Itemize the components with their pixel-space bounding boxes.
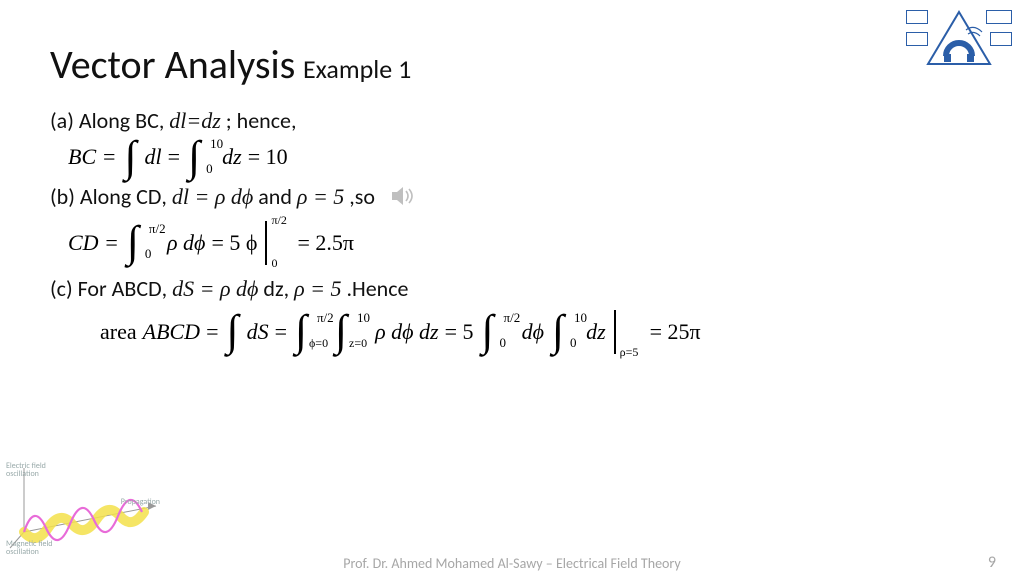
math-inline: dl=dz	[169, 108, 221, 133]
eq-body: dz	[222, 144, 242, 170]
logo-box-icon	[990, 32, 1012, 46]
text: and	[253, 183, 297, 210]
integral-icon: ∫ π/2 0	[482, 316, 494, 347]
text: ,	[161, 183, 171, 210]
eq-body: dϕ	[522, 319, 544, 345]
integral-icon: ∫ 10 z=0	[335, 316, 347, 347]
integral-icon: ∫ 10 0	[552, 316, 564, 347]
integral-icon: ∫	[227, 316, 239, 347]
logo-triangle	[904, 4, 1014, 68]
text: .Hence	[342, 275, 409, 302]
title-row: Vector Analysis Example 1	[50, 40, 974, 89]
eval-bar-icon: ρ=5	[614, 310, 616, 354]
equation-b: CD = ∫ π/2 0 ρ dϕ = 5 ϕ π/2 0 = 2.5π	[68, 221, 974, 265]
int-lower: 0	[145, 246, 152, 262]
bar-lower: 0	[271, 256, 277, 271]
eq-rhs: = 25π	[650, 319, 701, 345]
text: ; hence,	[221, 107, 297, 134]
equation-c: area ABCD = ∫ dS = ∫ π/2 ϕ=0 ∫ 10 z=0 ρ …	[100, 310, 974, 354]
eval-bar-icon: π/2 0	[265, 221, 267, 265]
slide: Vector Analysis Example 1 (a) Along BC, …	[0, 0, 1024, 576]
eq-body: dz	[586, 319, 606, 345]
int-upper: 10	[357, 310, 370, 326]
integral-icon: ∫ π/2 0	[127, 227, 139, 258]
em-wave-icon: Electric field oscillation Magnetic fiel…	[6, 462, 166, 552]
page-subtitle: Example 1	[303, 53, 411, 85]
bar-upper: π/2	[271, 213, 286, 228]
eq-rhs: = 10	[248, 144, 288, 170]
int-upper: π/2	[504, 310, 521, 326]
equation-a: BC = ∫ dl = ∫ 10 0 dz = 10	[68, 142, 974, 173]
eq-body: dS	[247, 319, 269, 345]
int-lower: z=0	[349, 336, 367, 351]
text: (c) For	[50, 275, 112, 302]
page-number: 9	[988, 553, 996, 572]
text: ,	[162, 275, 172, 302]
int-lower: ϕ=0	[309, 336, 328, 351]
eq-rhs: = 2.5π	[297, 230, 354, 256]
eq-body: dl	[145, 144, 162, 170]
magnet-triangle-icon	[926, 10, 992, 66]
text: (b) Along	[50, 183, 136, 210]
segment-label: ABCD	[112, 275, 162, 302]
part-c-text: (c) For ABCD, dS = ρ dϕ dz, ρ = 5 .Hence	[50, 275, 974, 302]
logo-box-icon	[906, 32, 928, 46]
eq-lhs: BC =	[68, 144, 116, 170]
int-lower: 0	[206, 161, 213, 177]
int-upper: π/2	[149, 221, 166, 237]
math-inline: ρ = 5	[294, 276, 341, 301]
int-lower: 0	[570, 335, 577, 351]
logo-box-icon	[906, 10, 928, 24]
wave-label: Electric field oscillation	[6, 462, 46, 478]
eq-body: ρ dϕ dz	[375, 319, 439, 345]
eq-lhs: CD =	[68, 230, 119, 256]
eq-body: ρ dϕ	[167, 230, 205, 256]
part-a-text: (a) Along BC, dl=dz ; hence,	[50, 107, 974, 134]
math-inline: dS = ρ dϕ	[172, 276, 258, 301]
eq-eq: =	[275, 319, 287, 345]
text: (a) Along	[50, 107, 135, 134]
int-upper: 10	[574, 310, 587, 326]
page-title: Vector Analysis	[50, 40, 295, 89]
segment-label: CD	[136, 183, 161, 210]
math-inline: ρ = 5	[297, 184, 344, 209]
int-lower: 0	[500, 335, 507, 351]
eq-mid: = 5 ϕ	[211, 230, 257, 256]
int-upper: π/2	[317, 310, 334, 326]
eq-mid: = 5	[445, 319, 474, 345]
text: dz,	[258, 275, 294, 302]
integral-icon: ∫ π/2 ϕ=0	[295, 316, 307, 347]
int-upper: 10	[210, 136, 223, 152]
eq-label: area	[100, 319, 137, 345]
integral-icon: ∫	[124, 142, 136, 173]
text: ,so	[344, 183, 375, 210]
part-b-text: (b) Along CD, dl = ρ dϕ and ρ = 5 ,so	[50, 183, 974, 213]
text: ,	[159, 107, 169, 134]
math-inline: dl = ρ dϕ	[172, 184, 253, 209]
bar-lower: ρ=5	[620, 345, 639, 360]
segment-label: BC	[135, 107, 159, 134]
wave-label: Propagation	[121, 498, 160, 506]
footer-text: Prof. Dr. Ahmed Mohamed Al-Sawy – Electr…	[0, 555, 1024, 572]
eq-lhs: ABCD	[143, 319, 200, 345]
integral-icon: ∫ 10 0	[188, 142, 200, 173]
wave-label: Magnetic field oscillation	[6, 540, 52, 556]
eq-eq: =	[168, 144, 180, 170]
eq-eq: =	[206, 319, 218, 345]
speaker-icon	[390, 185, 416, 213]
